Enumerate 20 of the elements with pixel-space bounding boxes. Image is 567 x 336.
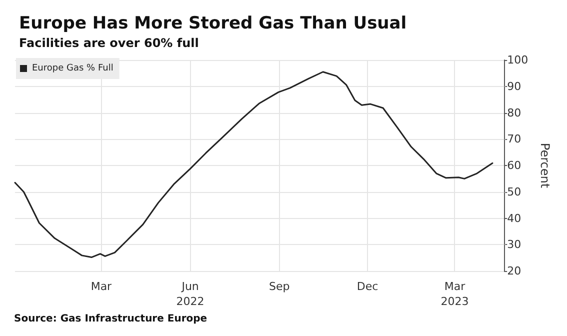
y-tick-label: 60: [507, 159, 522, 172]
x-tick-label: Dec: [356, 280, 378, 293]
y-tick-label: 30: [507, 238, 522, 252]
y-tick-label: 50: [507, 185, 522, 198]
y-tick-label: 80: [507, 106, 522, 120]
y-tick-label: 40: [507, 212, 522, 225]
y-tick-label: 90: [507, 80, 522, 93]
y-tick-label: 20: [507, 264, 522, 278]
x-tick-label: Mar: [90, 280, 112, 293]
x-tick-label: Mar 2023: [440, 280, 469, 308]
legend-label: Europe Gas % Full: [32, 64, 114, 74]
chart-subtitle: Facilities are over 60% full: [19, 36, 199, 50]
chart-title: Europe Has More Stored Gas Than Usual: [19, 14, 407, 34]
y-tick-label: 70: [507, 132, 522, 146]
y-tick-label: 100: [507, 54, 528, 66]
x-tick-label: Sep: [269, 280, 290, 293]
line-series: [14, 71, 494, 258]
source-note: Source: Gas Infrastructure Europe: [14, 314, 208, 324]
y-axis-title: Percent: [538, 142, 552, 188]
x-tick-label: Jun 2022: [176, 280, 204, 308]
